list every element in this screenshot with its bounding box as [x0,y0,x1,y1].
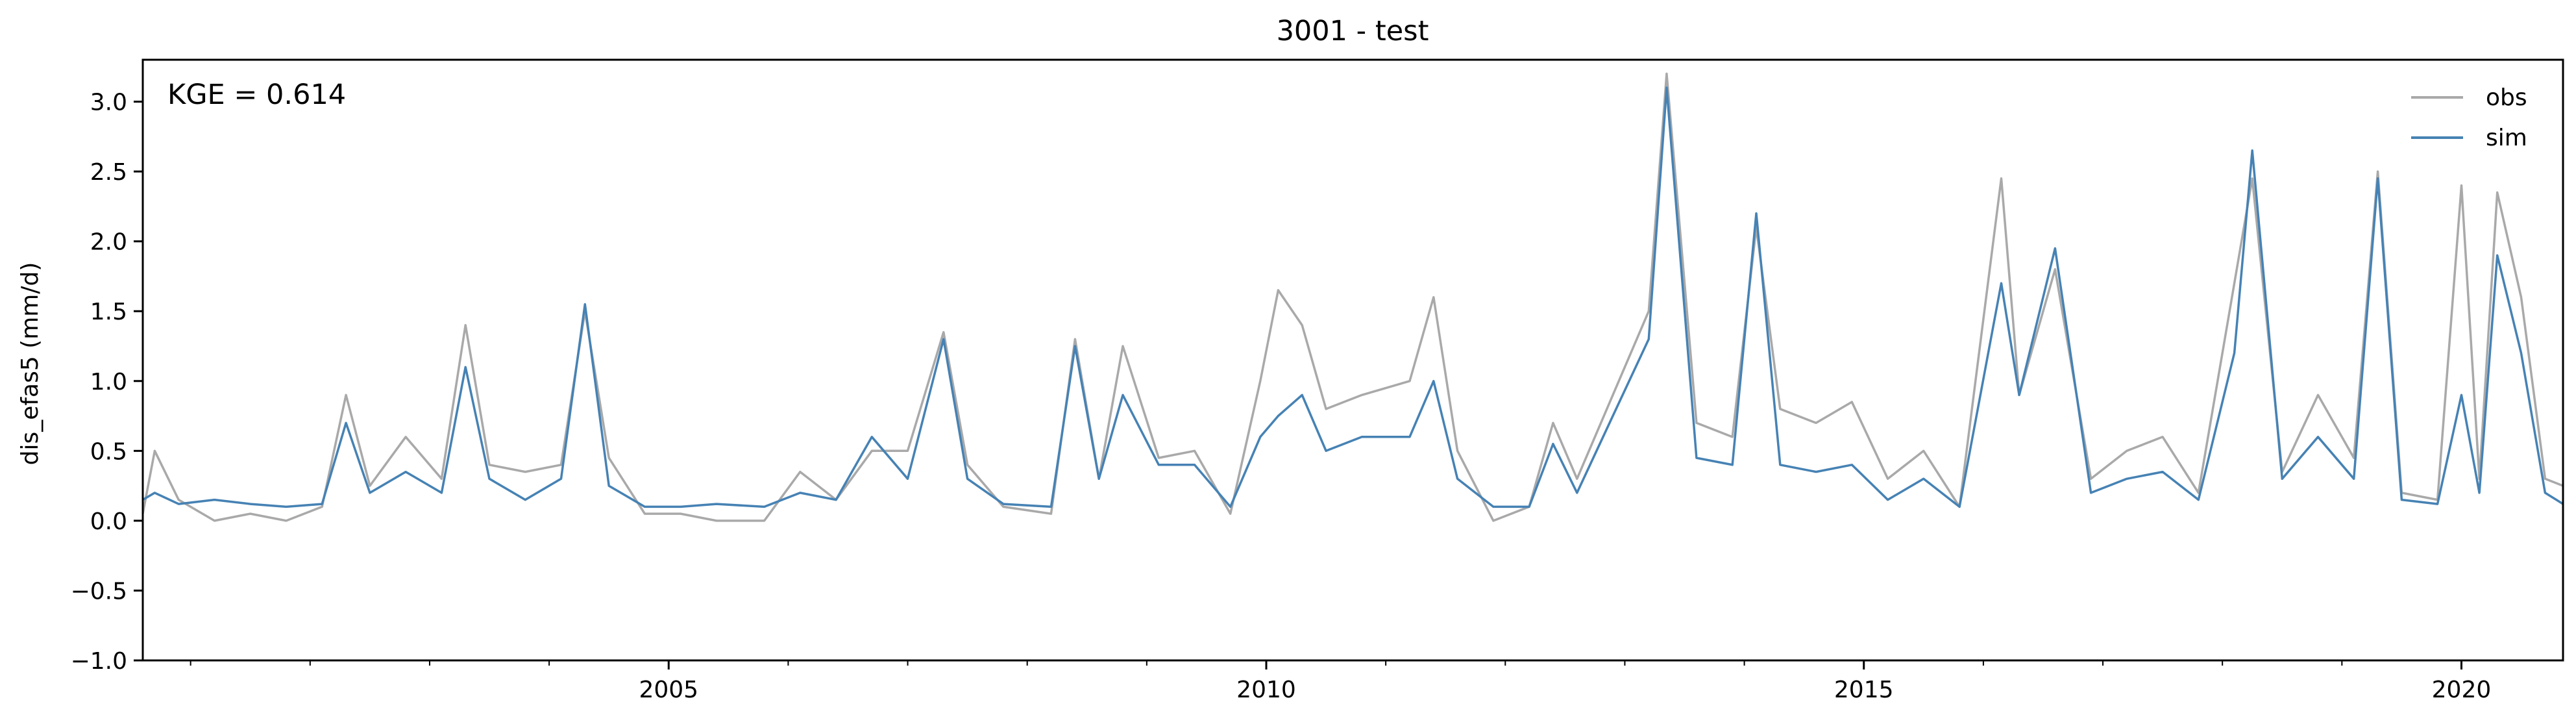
chart-axes: −1.0 −0.5 0.0 0.5 1.0 1.5 2.0 2.5 3.0 2005 2010 201… [71,90,2492,703]
y-axis-label: dis_efas5 (mm/d) [17,262,43,466]
y-tick-label: 0.0 [90,508,127,535]
y-tick-label: 3.0 [90,90,127,116]
y-tick-label: 0.5 [90,438,127,465]
y-tick-label: 1.5 [90,299,127,325]
plot-frame [141,58,2564,662]
legend-obs-label: obs [2486,84,2527,111]
chart-marks [141,72,2564,522]
y-tick-label: 2.5 [90,159,127,186]
kge-annotation: KGE = 0.614 [167,79,346,111]
x-tick-label: 2020 [2432,677,2492,703]
y-tick-label: −1.0 [71,648,127,675]
series-line-obs [141,72,2564,522]
y-tick-label: −0.5 [71,578,127,605]
x-tick-label: 2005 [639,677,698,703]
chart-title: 3001 - test [1277,15,1429,47]
chart-legend: obs sim [2411,84,2527,151]
series-line-sim [142,86,2564,508]
legend-sim-label: sim [2486,125,2527,151]
y-tick-label: 2.0 [90,229,127,256]
x-tick-label: 2015 [1834,677,1894,703]
y-tick-label: 1.0 [90,369,127,395]
x-tick-label: 2010 [1236,677,1296,703]
